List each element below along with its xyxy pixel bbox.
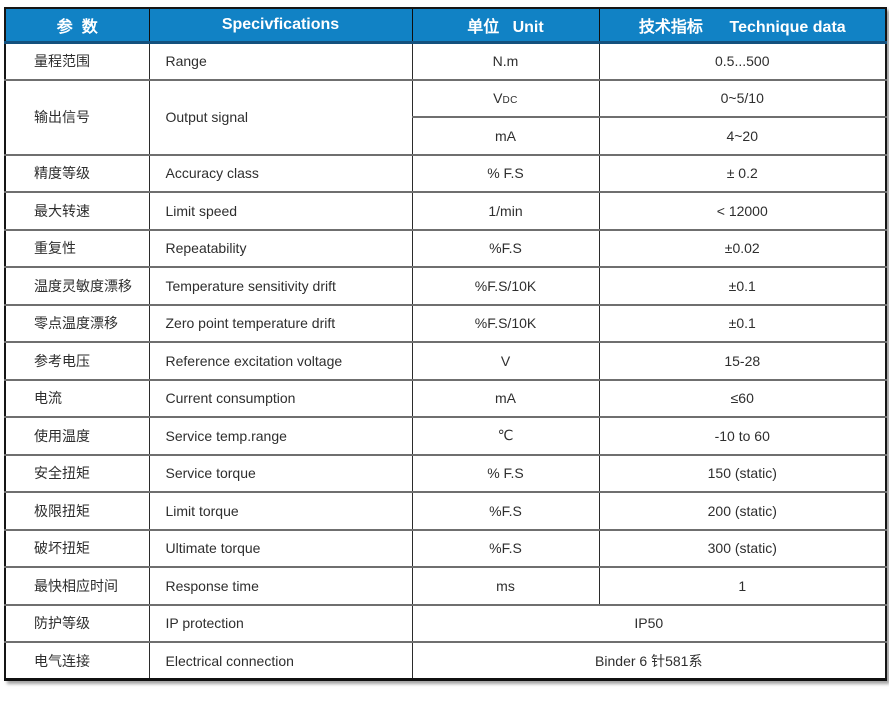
value-cell: 0~5/10 [598,78,887,118]
param-cn: 重复性 [4,228,150,268]
table-row-accuracy-class: 精度等级 Accuracy class % F.S ± 0.2 [4,153,887,193]
col-header-technique-data: 技术指标 Technique data [598,8,887,44]
param-cn: 使用温度 [4,416,150,456]
param-en: Output signal [148,78,413,156]
header-row: 参 数 Specivfications 单位 Unit 技术指标 Techniq… [4,8,887,44]
param-en: Repeatability [148,228,413,268]
param-en: Limit speed [148,191,413,231]
table-row-limit-torque: 极限扭矩 Limit torque %F.S 200 (static) [4,491,887,531]
merged-value-cell: Binder 6 针581系 [411,641,887,681]
param-en: Reference excitation voltage [148,341,413,381]
table-row-zero-point-temperature-drift: 零点温度漂移 Zero point temperature drift %F.S… [4,303,887,343]
param-cn: 防护等级 [4,603,150,643]
value-cell: ±0.1 [598,303,887,343]
unit-cell: ℃ [411,416,600,456]
unit-cell: mA [411,116,600,156]
col-header-unit: 单位 Unit [411,8,600,44]
value-cell: ±0.1 [598,266,887,306]
unit-cell: %F.S [411,528,600,568]
unit-cell: %F.S [411,491,600,531]
table-row-output-signal-vdc: 输出信号 Output signal VDC 0~5/10 [4,78,887,156]
unit-cell: %F.S/10K [411,266,600,306]
table-row-temperature-sensitivity-drift: 温度灵敏度漂移 Temperature sensitivity drift %F… [4,266,887,306]
table-row-current-consumption: 电流 Current consumption mA ≤60 [4,378,887,418]
unit-cell: N.m [411,41,600,81]
unit-cell: %F.S/10K [411,303,600,343]
param-cn: 电流 [4,378,150,418]
param-cn: 破坏扭矩 [4,528,150,568]
param-en: Current consumption [148,378,413,418]
param-cn: 极限扭矩 [4,491,150,531]
table-row-ultimate-torque: 破坏扭矩 Ultimate torque %F.S 300 (static) [4,528,887,568]
param-en: Accuracy class [148,153,413,193]
unit-main: V [493,90,503,107]
value-cell: 4~20 [598,116,887,156]
table-row-ip-protection: 防护等级 IP protection IP50 [4,603,887,643]
unit-subscript: DC [502,95,518,107]
unit-cell: ms [411,566,600,606]
col-header-specifications: Specivfications [148,8,413,44]
unit-cell: % F.S [411,453,600,493]
unit-cell: % F.S [411,153,600,193]
table-row-output-signal-ma: mA 4~20 [5,116,887,156]
table-row-service-torque: 安全扭矩 Service torque % F.S 150 (static) [4,453,887,493]
table-row-reference-excitation-voltage: 参考电压 Reference excitation voltage V 15-2… [4,341,887,381]
value-cell: ≤60 [598,378,887,418]
merged-value-cell: IP50 [411,603,887,643]
param-cn: 安全扭矩 [4,453,150,493]
table-row-service-temp-range: 使用温度 Service temp.range ℃ -10 to 60 [4,416,887,456]
unit-cell: V [411,341,600,381]
table-row-response-time: 最快相应时间 Response time ms 1 [4,566,887,606]
value-cell: 15-28 [598,341,887,381]
param-cn: 电气连接 [4,641,150,681]
table-row-electrical-connection: 电气连接 Electrical connection Binder 6 针581… [4,641,887,681]
param-en: Electrical connection [148,641,413,681]
param-en: Range [148,41,413,81]
param-en: Ultimate torque [148,528,413,568]
param-cn: 参考电压 [4,341,150,381]
param-en: Service torque [148,453,413,493]
table-row-limit-speed: 最大转速 Limit speed 1/min < 12000 [4,191,887,231]
value-cell: 300 (static) [598,528,887,568]
param-en: Response time [148,566,413,606]
param-en: Temperature sensitivity drift [148,266,413,306]
unit-cell: VDC [411,78,600,118]
spec-table: 参 数 Specivfications 单位 Unit 技术指标 Techniq… [4,7,887,681]
value-cell: < 12000 [598,191,887,231]
unit-cell: mA [411,378,600,418]
param-en: IP protection [148,603,413,643]
param-cn: 温度灵敏度漂移 [4,266,150,306]
col-header-parameter: 参 数 [4,8,150,44]
unit-cell: %F.S [411,228,600,268]
param-en: Limit torque [148,491,413,531]
table-row-repeatability: 重复性 Repeatability %F.S ±0.02 [4,228,887,268]
param-cn: 量程范围 [4,41,150,81]
value-cell: -10 to 60 [598,416,887,456]
param-en: Zero point temperature drift [148,303,413,343]
value-cell: ± 0.2 [598,153,887,193]
value-cell: 0.5...500 [598,41,887,81]
param-cn: 最大转速 [4,191,150,231]
table-row-range: 量程范围 Range N.m 0.5...500 [4,41,887,81]
param-cn: 最快相应时间 [4,566,150,606]
value-cell: 200 (static) [598,491,887,531]
param-cn: 零点温度漂移 [4,303,150,343]
unit-cell: 1/min [411,191,600,231]
value-cell: ±0.02 [598,228,887,268]
value-cell: 1 [598,566,887,606]
param-cn: 精度等级 [4,153,150,193]
value-cell: 150 (static) [598,453,887,493]
param-cn: 输出信号 [4,78,150,156]
param-en: Service temp.range [148,416,413,456]
